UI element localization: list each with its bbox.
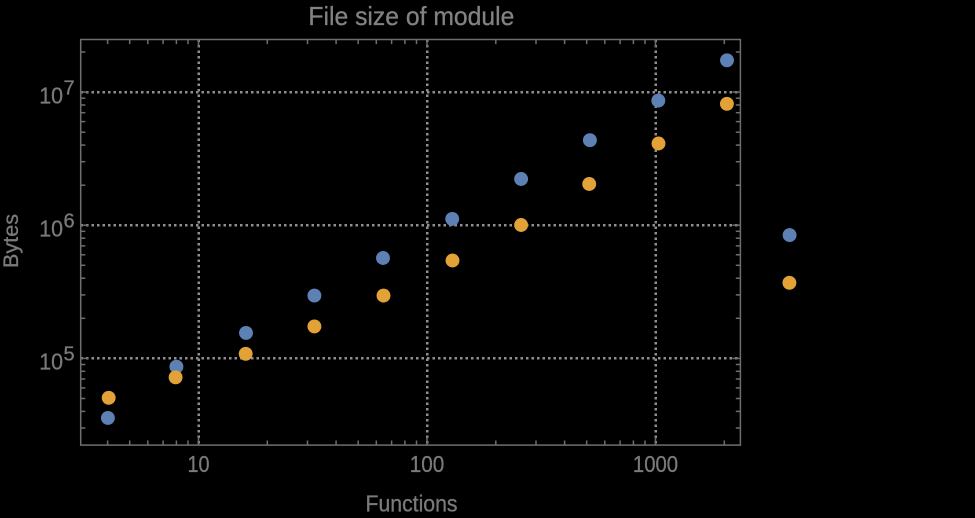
svg-text:10: 10: [188, 451, 210, 477]
svg-text:100: 100: [410, 451, 445, 477]
svg-text:5: 5: [64, 344, 75, 366]
svg-text:6: 6: [64, 211, 75, 233]
svg-text:Functions: Functions: [366, 491, 458, 513]
svg-text:10: 10: [39, 82, 63, 108]
svg-text:10: 10: [39, 216, 63, 242]
svg-text:7: 7: [64, 77, 75, 99]
svg-text:File size of module: File size of module: [308, 1, 514, 31]
svg-text:10: 10: [39, 349, 63, 375]
svg-text:Bytes: Bytes: [0, 214, 23, 268]
svg-text:1000: 1000: [633, 451, 678, 477]
